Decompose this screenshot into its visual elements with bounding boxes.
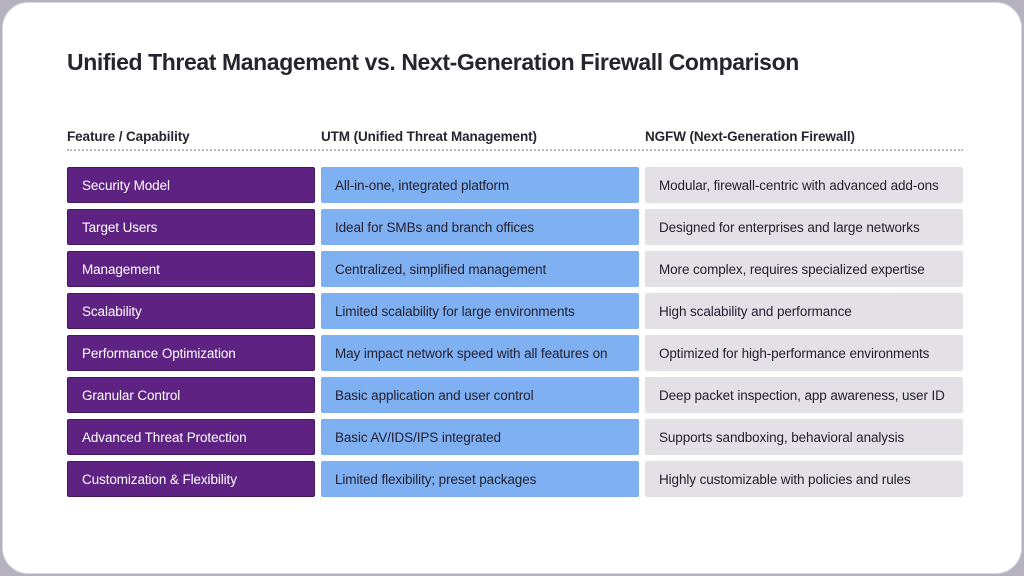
ngfw-cell: Modular, firewall-centric with advanced … [645, 167, 963, 203]
page-title: Unified Threat Management vs. Next-Gener… [67, 49, 799, 75]
utm-cell: Basic application and user control [321, 377, 639, 413]
utm-cell: Centralized, simplified management [321, 251, 639, 287]
ngfw-cell: More complex, requires specialized exper… [645, 251, 963, 287]
column-header-feature: Feature / Capability [67, 129, 190, 144]
feature-cell: Scalability [67, 293, 315, 329]
feature-cell: Target Users [67, 209, 315, 245]
feature-cell: Performance Optimization [67, 335, 315, 371]
header-divider [67, 149, 963, 151]
ngfw-cell: Supports sandboxing, behavioral analysis [645, 419, 963, 455]
table-header-row: Feature / Capability UTM (Unified Threat… [67, 129, 963, 144]
feature-cell: Security Model [67, 167, 315, 203]
utm-cell: Limited flexibility; preset packages [321, 461, 639, 497]
ngfw-cell: Designed for enterprises and large netwo… [645, 209, 963, 245]
feature-cell: Management [67, 251, 315, 287]
utm-cell: Ideal for SMBs and branch offices [321, 209, 639, 245]
ngfw-cell: Highly customizable with policies and ru… [645, 461, 963, 497]
utm-cell: All-in-one, integrated platform [321, 167, 639, 203]
feature-cell: Advanced Threat Protection [67, 419, 315, 455]
ngfw-cell: High scalability and performance [645, 293, 963, 329]
utm-cell: May impact network speed with all featur… [321, 335, 639, 371]
column-header-utm: UTM (Unified Threat Management) [321, 129, 537, 144]
ngfw-cell: Deep packet inspection, app awareness, u… [645, 377, 963, 413]
utm-cell: Limited scalability for large environmen… [321, 293, 639, 329]
ngfw-cell: Optimized for high-performance environme… [645, 335, 963, 371]
utm-cell: Basic AV/IDS/IPS integrated [321, 419, 639, 455]
comparison-table: Security Model All-in-one, integrated pl… [67, 167, 963, 497]
feature-cell: Granular Control [67, 377, 315, 413]
column-header-ngfw: NGFW (Next-Generation Firewall) [645, 129, 855, 144]
feature-cell: Customization & Flexibility [67, 461, 315, 497]
